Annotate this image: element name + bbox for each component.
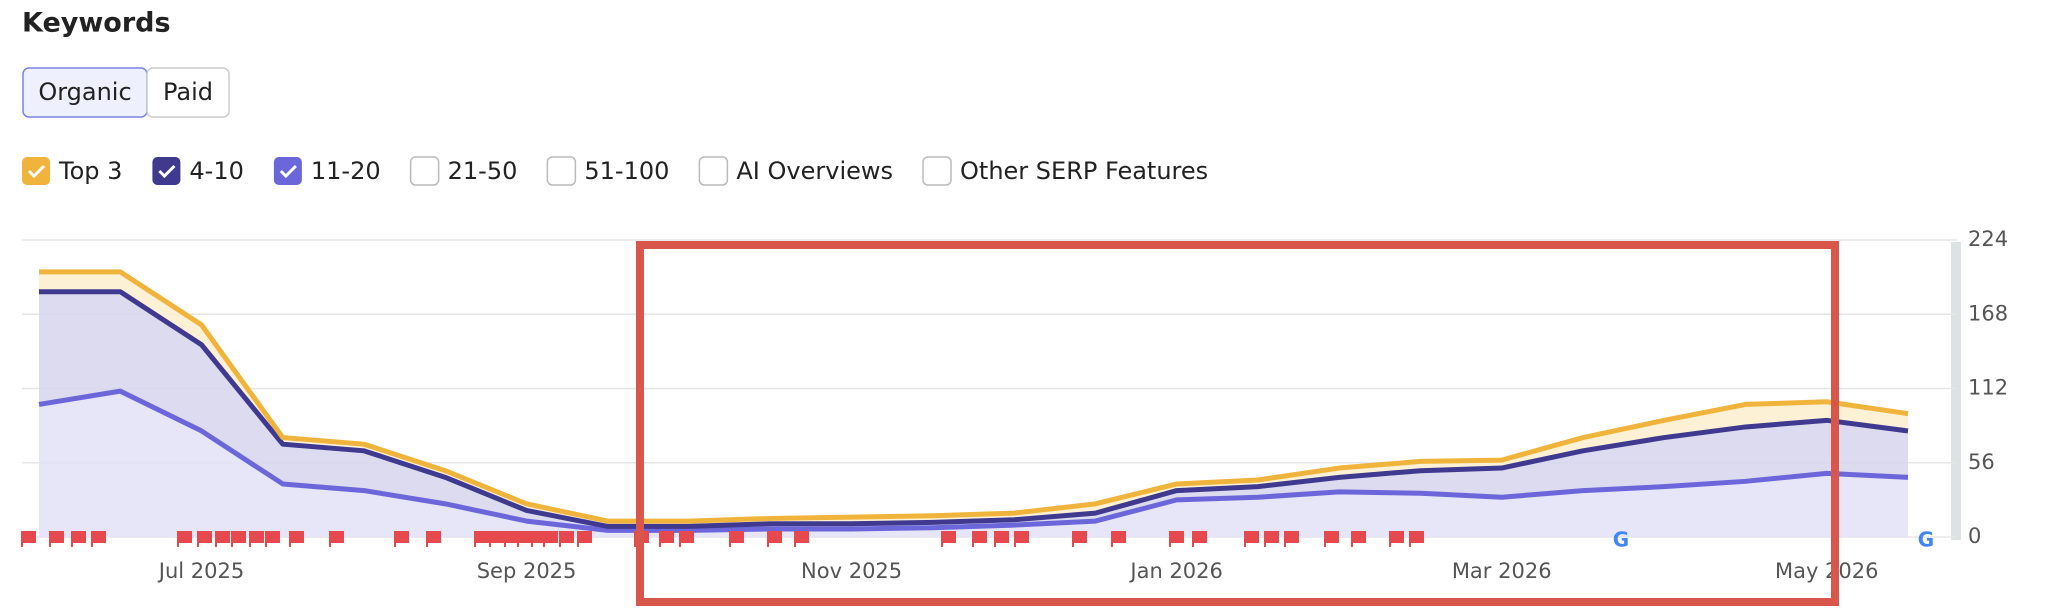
event-flag <box>1015 531 1029 543</box>
x-tick-label: Sep 2025 <box>477 559 577 583</box>
event-flag <box>768 531 782 543</box>
event-flag <box>290 531 304 543</box>
event-flag <box>1170 531 1184 543</box>
y-tick-label: 56 <box>1968 450 1995 474</box>
filter-label[interactable]: AI Overviews <box>736 157 893 185</box>
legend-checkbox[interactable] <box>22 157 50 185</box>
event-flag <box>178 531 192 543</box>
event-flag <box>730 531 744 543</box>
filter-label[interactable]: Other SERP Features <box>960 157 1208 185</box>
widget-title: Keywords <box>22 8 171 39</box>
event-flag <box>995 531 1009 543</box>
event-flag <box>1410 531 1424 543</box>
event-flag <box>578 531 592 543</box>
event-flag <box>250 531 264 543</box>
event-flag <box>1073 531 1087 543</box>
event-flag <box>92 531 106 543</box>
y-tick-label: 168 <box>1968 301 2008 325</box>
event-flag <box>1193 531 1207 543</box>
series-line <box>39 289 1909 529</box>
google-update-icon: G <box>1613 528 1629 552</box>
event-flag <box>660 531 674 543</box>
event-flag <box>518 531 532 543</box>
tab-label[interactable]: Organic <box>38 78 131 106</box>
x-tick-label: Mar 2026 <box>1452 559 1552 583</box>
y-tick-label: 0 <box>1968 524 1981 548</box>
x-tick-label: May 2026 <box>1775 559 1879 583</box>
filter-checkbox[interactable] <box>698 156 729 186</box>
event-flag <box>72 531 86 543</box>
y-tick-label: 224 <box>1968 227 2008 251</box>
tab-label[interactable]: Paid <box>163 78 213 106</box>
tab-paid[interactable] <box>146 67 230 118</box>
scroll-handle[interactable] <box>1951 242 1961 540</box>
event-flag <box>560 531 574 543</box>
x-tick-label: Nov 2025 <box>801 559 902 583</box>
event-flag <box>505 531 519 543</box>
event-flag <box>395 531 409 543</box>
event-flag <box>50 531 64 543</box>
event-flag <box>1245 531 1259 543</box>
legend-label[interactable]: Top 3 <box>58 157 122 185</box>
filter-label[interactable]: 51-100 <box>584 157 669 185</box>
event-flag <box>475 531 489 543</box>
event-flag <box>22 531 36 543</box>
highlight-box <box>636 241 1839 606</box>
check-mark <box>27 164 46 179</box>
filter-checkbox[interactable] <box>922 156 952 186</box>
event-flag <box>198 531 212 543</box>
event-flag <box>330 531 344 543</box>
event-flag <box>1265 531 1279 543</box>
y-tick-label: 112 <box>1968 376 2008 400</box>
event-flag <box>544 531 558 543</box>
event-flag <box>973 531 987 543</box>
legend-checkbox[interactable] <box>152 157 181 185</box>
x-tick-label: Jul 2025 <box>157 559 244 583</box>
check-mark <box>158 164 176 179</box>
filter-checkbox[interactable] <box>409 156 440 186</box>
series-line <box>39 269 1909 524</box>
event-flag <box>1390 531 1404 543</box>
area <box>39 391 1908 537</box>
legend-label[interactable]: 4-10 <box>189 157 243 185</box>
x-tick-label: Jan 2026 <box>1128 559 1223 583</box>
series-line <box>38 388 1909 533</box>
filter-checkbox[interactable] <box>546 156 577 186</box>
google-update-icon: G <box>1918 528 1934 552</box>
event-flag <box>1325 531 1339 543</box>
legend-label[interactable]: 11-20 <box>311 157 381 185</box>
event-flag <box>1285 531 1299 543</box>
event-flag <box>232 531 246 543</box>
event-flag <box>427 531 441 543</box>
event-flag <box>490 531 504 543</box>
event-flag <box>532 531 546 543</box>
event-flag <box>680 531 694 543</box>
event-flag <box>1112 531 1126 543</box>
event-flag <box>795 531 809 543</box>
check-mark <box>279 164 297 179</box>
event-flag <box>266 531 280 543</box>
event-flag <box>1352 531 1366 543</box>
filter-label[interactable]: 21-50 <box>448 157 518 185</box>
legend-checkbox[interactable] <box>273 157 302 185</box>
event-flag <box>942 531 956 543</box>
event-flag <box>216 531 230 543</box>
